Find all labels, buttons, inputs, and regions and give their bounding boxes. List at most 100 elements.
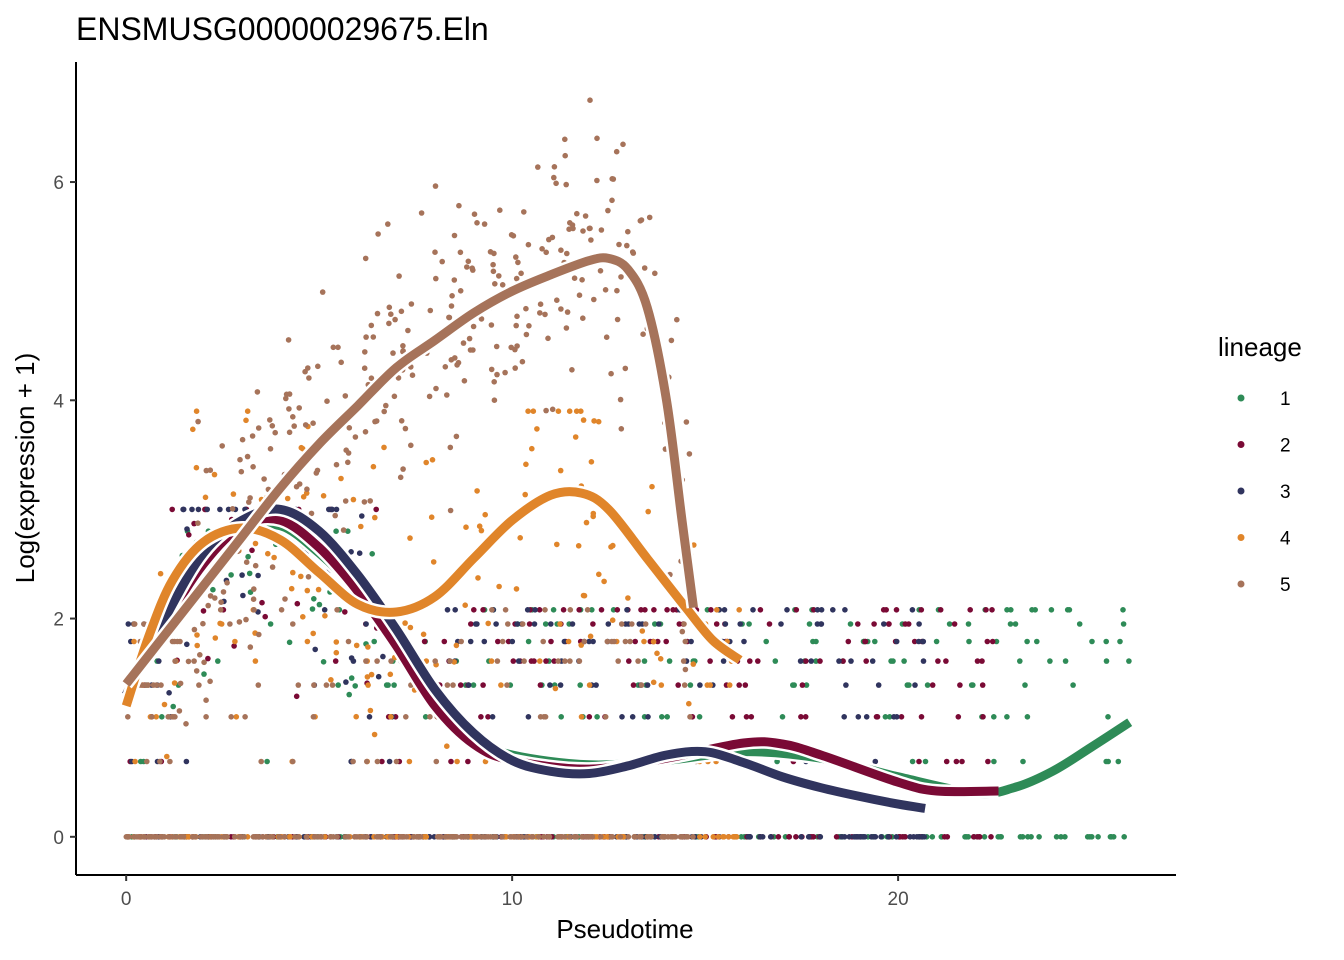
data-point-lineage-5 (317, 834, 324, 840)
data-point-lineage-5 (450, 682, 456, 688)
data-point-lineage-5 (456, 202, 462, 209)
data-point-lineage-2 (898, 714, 905, 720)
data-point-lineage-4 (252, 540, 259, 547)
legend-key-lineage-2 (1237, 441, 1245, 448)
legend-key-lineage-3 (1237, 487, 1245, 495)
data-point-lineage-5 (567, 220, 573, 226)
data-point-lineage-5 (389, 834, 396, 840)
data-point-lineage-1 (1076, 621, 1083, 627)
data-point-lineage-1 (929, 834, 936, 840)
data-point-lineage-2 (775, 834, 782, 840)
data-point-lineage-5 (408, 442, 414, 449)
data-point-lineage-5 (374, 758, 381, 765)
data-point-lineage-5 (615, 658, 621, 664)
data-point-lineage-5 (625, 228, 631, 235)
data-point-lineage-3 (805, 834, 812, 840)
data-point-lineage-5 (345, 834, 351, 840)
data-point-lineage-3 (515, 658, 522, 664)
data-point-lineage-4 (474, 488, 480, 494)
data-point-lineage-1 (201, 671, 207, 677)
data-point-lineage-3 (814, 607, 821, 613)
data-point-lineage-1 (422, 714, 429, 720)
data-point-lineage-3 (240, 592, 246, 599)
data-point-lineage-2 (537, 682, 544, 688)
data-point-lineage-5 (540, 638, 546, 645)
data-point-lineage-5 (200, 834, 206, 840)
data-point-lineage-2 (651, 607, 657, 613)
data-point-lineage-5 (330, 344, 337, 351)
data-point-lineage-4 (649, 483, 655, 490)
data-point-lineage-3 (321, 607, 328, 613)
data-point-lineage-5 (147, 834, 154, 840)
data-point-lineage-4 (202, 494, 209, 501)
data-point-lineage-4 (537, 658, 543, 664)
data-point-lineage-4 (725, 834, 732, 840)
data-point-lineage-4 (444, 743, 450, 749)
data-point-lineage-5 (625, 834, 632, 840)
data-point-lineage-5 (662, 834, 668, 840)
data-point-lineage-5 (402, 425, 409, 432)
data-point-lineage-5 (247, 644, 254, 650)
data-point-lineage-3 (869, 658, 876, 664)
data-point-lineage-5 (567, 658, 573, 664)
data-point-lineage-5 (208, 834, 215, 840)
data-point-lineage-5 (295, 682, 302, 688)
data-point-lineage-3 (593, 682, 599, 688)
data-point-lineage-4 (476, 523, 483, 529)
data-point-lineage-4 (320, 493, 327, 499)
data-point-lineage-3 (741, 638, 747, 645)
data-point-lineage-5 (567, 607, 574, 613)
data-point-lineage-1 (922, 758, 929, 765)
data-point-lineage-2 (885, 621, 892, 627)
data-point-lineage-5 (669, 834, 676, 840)
data-point-lineage-5 (609, 197, 615, 204)
data-point-lineage-4 (625, 595, 631, 601)
data-point-lineage-1 (968, 682, 975, 688)
data-point-lineage-2 (293, 693, 300, 700)
data-point-lineage-5 (269, 423, 276, 429)
data-point-lineage-5 (286, 406, 292, 412)
data-point-lineage-3 (356, 550, 363, 556)
data-point-lineage-3 (217, 506, 223, 513)
data-point-lineage-1 (1058, 834, 1064, 840)
data-point-lineage-5 (523, 331, 530, 338)
data-point-lineage-4 (580, 417, 587, 423)
data-point-lineage-2 (332, 658, 339, 664)
data-point-lineage-5 (351, 834, 358, 840)
data-point-lineage-4 (423, 834, 430, 840)
data-point-lineage-5 (125, 714, 131, 720)
data-point-lineage-4 (430, 559, 437, 565)
data-point-lineage-5 (145, 682, 151, 688)
data-point-lineage-5 (276, 834, 283, 840)
data-point-lineage-5 (581, 638, 588, 645)
data-point-lineage-4 (171, 680, 178, 686)
data-point-lineage-2 (840, 658, 846, 664)
data-point-lineage-5 (290, 758, 296, 765)
data-point-lineage-4 (496, 583, 502, 590)
data-point-lineage-1 (991, 714, 997, 720)
data-point-lineage-5 (609, 176, 615, 182)
data-point-lineage-5 (487, 249, 494, 255)
data-point-lineage-5 (587, 225, 593, 232)
data-point-lineage-1 (906, 682, 912, 688)
data-point-lineage-5 (642, 621, 649, 627)
data-point-lineage-5 (535, 164, 541, 170)
data-point-lineage-5 (333, 461, 340, 468)
data-point-lineage-4 (161, 701, 168, 708)
data-point-lineage-5 (460, 340, 467, 346)
data-point-lineage-2 (985, 758, 991, 765)
data-point-lineage-5 (586, 834, 592, 840)
data-point-lineage-4 (358, 523, 364, 530)
data-point-lineage-3 (624, 607, 630, 613)
data-point-lineage-1 (1017, 658, 1023, 664)
data-point-lineage-2 (707, 658, 713, 664)
data-point-lineage-1 (558, 714, 564, 720)
data-point-lineage-3 (750, 607, 756, 613)
data-point-lineage-5 (523, 834, 530, 840)
data-point-lineage-2 (855, 621, 861, 627)
data-point-lineage-1 (790, 682, 796, 688)
data-point-lineage-1 (1062, 834, 1068, 840)
data-point-lineage-5 (267, 417, 273, 423)
data-point-lineage-4 (463, 524, 469, 530)
data-point-lineage-2 (526, 621, 533, 627)
